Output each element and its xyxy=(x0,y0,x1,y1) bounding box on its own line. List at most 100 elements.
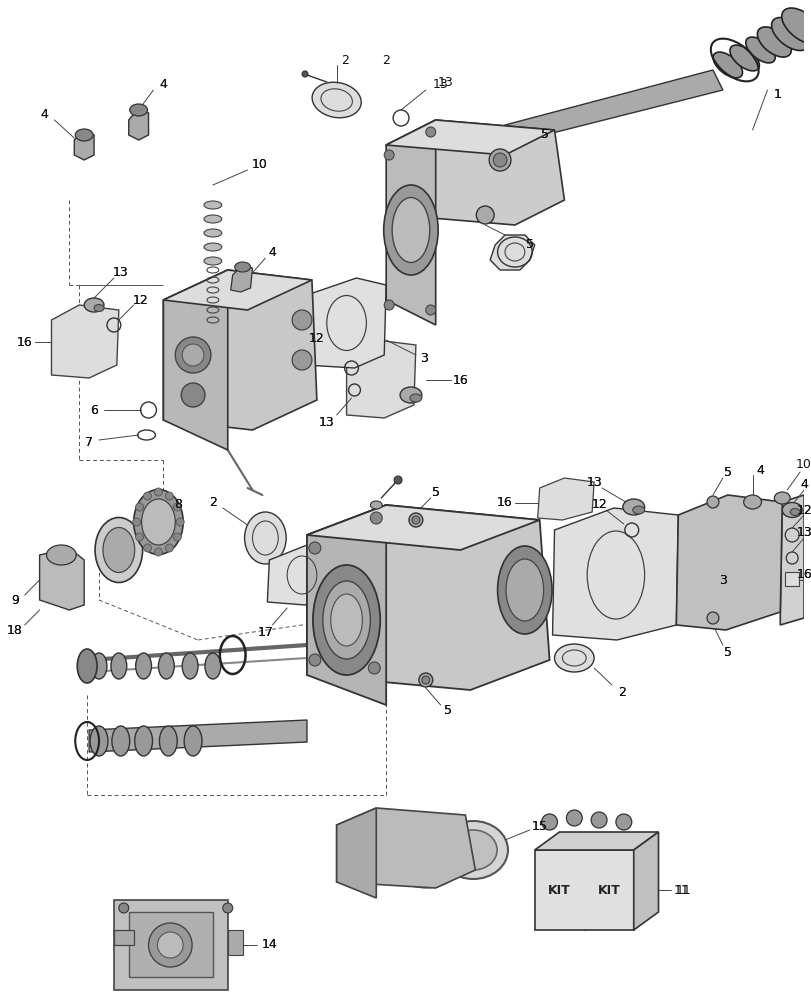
Ellipse shape xyxy=(449,830,496,870)
Circle shape xyxy=(182,344,204,366)
Text: 4: 4 xyxy=(159,79,167,92)
Ellipse shape xyxy=(622,499,644,515)
Text: 13: 13 xyxy=(319,416,334,428)
Polygon shape xyxy=(163,270,316,430)
Bar xyxy=(227,930,242,955)
Circle shape xyxy=(292,310,311,330)
Ellipse shape xyxy=(204,257,221,265)
Polygon shape xyxy=(129,108,148,140)
Polygon shape xyxy=(534,850,633,930)
Circle shape xyxy=(175,337,211,373)
Circle shape xyxy=(148,923,192,967)
Ellipse shape xyxy=(757,27,791,57)
Circle shape xyxy=(616,814,631,830)
Polygon shape xyxy=(307,505,386,705)
Circle shape xyxy=(157,932,183,958)
Ellipse shape xyxy=(158,653,174,679)
Text: 12: 12 xyxy=(132,294,148,306)
Text: 5: 5 xyxy=(723,466,731,479)
Ellipse shape xyxy=(75,129,93,141)
Circle shape xyxy=(368,662,380,674)
Text: 16: 16 xyxy=(452,373,468,386)
Text: 4: 4 xyxy=(756,464,763,477)
Ellipse shape xyxy=(112,726,130,756)
Text: 14: 14 xyxy=(261,938,277,952)
Polygon shape xyxy=(89,720,307,752)
Ellipse shape xyxy=(330,594,362,646)
Ellipse shape xyxy=(95,518,143,582)
Text: 2: 2 xyxy=(617,686,625,698)
Ellipse shape xyxy=(781,8,811,44)
Text: 11: 11 xyxy=(672,884,689,896)
Circle shape xyxy=(566,810,581,826)
Text: 13: 13 xyxy=(437,76,453,89)
Circle shape xyxy=(165,492,173,500)
Text: 1: 1 xyxy=(772,89,780,102)
Circle shape xyxy=(118,903,129,913)
Text: 4: 4 xyxy=(159,79,167,92)
Text: 18: 18 xyxy=(7,624,23,637)
Ellipse shape xyxy=(141,499,175,545)
Ellipse shape xyxy=(77,649,97,683)
Bar xyxy=(129,912,212,977)
Text: 4: 4 xyxy=(799,479,807,491)
Polygon shape xyxy=(337,808,474,888)
Ellipse shape xyxy=(130,104,148,116)
Text: 16: 16 xyxy=(17,336,32,349)
Circle shape xyxy=(302,71,307,77)
Ellipse shape xyxy=(135,653,152,679)
Polygon shape xyxy=(267,545,338,605)
Text: 12: 12 xyxy=(796,504,811,516)
Text: 5: 5 xyxy=(723,466,731,479)
Ellipse shape xyxy=(111,653,127,679)
Text: 13: 13 xyxy=(113,265,128,278)
Ellipse shape xyxy=(706,612,718,624)
Ellipse shape xyxy=(770,17,808,51)
Text: 16: 16 xyxy=(496,496,513,510)
Text: 2: 2 xyxy=(208,495,217,508)
Text: 7: 7 xyxy=(85,436,93,450)
Polygon shape xyxy=(386,120,436,325)
Polygon shape xyxy=(676,495,781,630)
Text: 16: 16 xyxy=(796,568,811,582)
Text: 12: 12 xyxy=(590,498,606,512)
Text: 2: 2 xyxy=(617,686,625,698)
Ellipse shape xyxy=(438,821,508,879)
Text: 13: 13 xyxy=(796,526,811,540)
Ellipse shape xyxy=(204,243,221,251)
Circle shape xyxy=(393,476,401,484)
Polygon shape xyxy=(633,832,658,930)
Text: 9: 9 xyxy=(11,593,19,606)
Ellipse shape xyxy=(476,206,494,224)
Ellipse shape xyxy=(422,676,429,684)
Ellipse shape xyxy=(134,489,183,554)
Text: 13: 13 xyxy=(113,265,128,278)
Polygon shape xyxy=(305,278,386,368)
Circle shape xyxy=(181,383,204,407)
Ellipse shape xyxy=(744,37,775,63)
Text: 13: 13 xyxy=(586,476,601,488)
Ellipse shape xyxy=(488,149,510,171)
Circle shape xyxy=(165,544,173,552)
Circle shape xyxy=(425,305,436,315)
Ellipse shape xyxy=(311,82,361,118)
Circle shape xyxy=(222,903,233,913)
Polygon shape xyxy=(346,340,415,418)
Polygon shape xyxy=(337,808,375,898)
Circle shape xyxy=(384,150,393,160)
Ellipse shape xyxy=(135,726,152,756)
Polygon shape xyxy=(163,270,311,310)
Text: 16: 16 xyxy=(796,568,811,582)
Text: 3: 3 xyxy=(419,352,427,364)
Text: 1: 1 xyxy=(772,89,780,102)
Ellipse shape xyxy=(411,516,419,524)
Circle shape xyxy=(132,518,140,526)
Ellipse shape xyxy=(497,546,551,634)
Polygon shape xyxy=(534,832,658,850)
Text: 3: 3 xyxy=(718,574,726,586)
Ellipse shape xyxy=(90,726,108,756)
Text: 16: 16 xyxy=(496,496,513,510)
Text: 4: 4 xyxy=(41,108,49,121)
Polygon shape xyxy=(307,505,549,690)
Text: 6: 6 xyxy=(90,403,98,416)
